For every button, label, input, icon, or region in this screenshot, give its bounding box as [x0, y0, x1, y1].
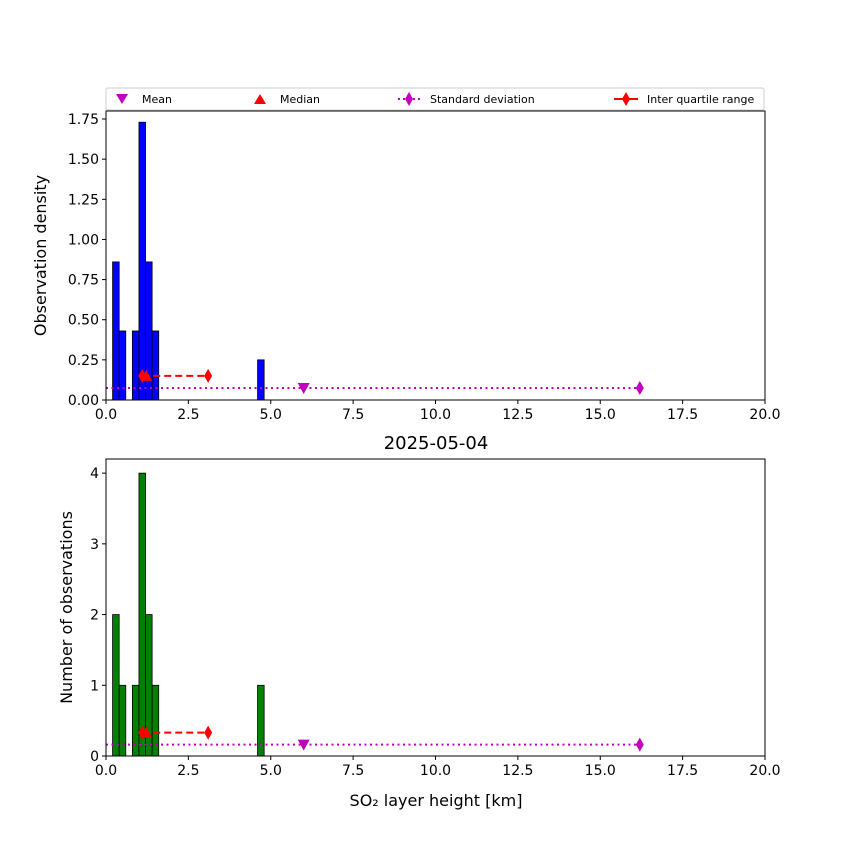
y-tick-label: 4 [90, 466, 99, 482]
legend-label-standard-deviation: Standard deviation [430, 93, 535, 106]
x-tick-label: 10.0 [420, 407, 451, 423]
y-tick-label: 1.00 [68, 232, 99, 248]
count-x-ticks: 0.0 2.5 5.0 7.5 10.0 12.5 15.0 17.5 20.0 [95, 756, 781, 779]
legend-frame [105, 87, 765, 111]
legend-label-inter-quartile-range: Inter quartile range [647, 93, 754, 106]
median-marker [140, 726, 153, 738]
count-stats [106, 725, 644, 752]
y-tick-label: 1.25 [68, 192, 99, 208]
histogram-bar [112, 261, 120, 401]
x-tick-label: 15.0 [585, 407, 616, 423]
density-chart: 0.0 2.5 5.0 7.5 10.0 12.5 15.0 17.5 20.0 0.00 0.2… [31, 110, 781, 423]
x-tick-label: 12.5 [502, 407, 533, 423]
legend-entry-inter-quartile-range: Inter quartile range [614, 92, 754, 106]
histogram-bar [138, 472, 146, 757]
x-tick-label: 20.0 [749, 763, 780, 779]
std-range-diamond [635, 380, 644, 395]
x-tick-label: 12.5 [502, 763, 533, 779]
legend: Mean Median Standard deviation Inter qua… [105, 87, 765, 111]
legend-label-median: Median [280, 93, 320, 106]
x-tick-label: 0.0 [95, 407, 117, 423]
x-tick-label: 15.0 [585, 763, 616, 779]
density-y-ticks: 0.00 0.25 0.50 0.75 1.00 1.25 1.50 1.75 [68, 112, 106, 409]
y-tick-label: 0 [90, 749, 99, 765]
histogram-bar [131, 330, 140, 401]
y-tick-label: 0.50 [68, 313, 99, 329]
histogram-bar [112, 614, 120, 757]
x-tick-label: 17.5 [667, 407, 698, 423]
x-tick-label: 7.5 [342, 407, 364, 423]
y-tick-label: 0.00 [68, 393, 99, 409]
y-tick-label: 2 [90, 608, 99, 624]
histogram-bar [257, 359, 265, 401]
iqr-diamond-icon [622, 92, 630, 106]
count-chart: 2025-05-04 0.0 2.5 5.0 7.5 10.0 12.5 15.0 17.5 2… [57, 433, 781, 810]
histogram-bar [131, 684, 140, 757]
count-chart-title: 2025-05-04 [384, 433, 489, 454]
histogram-bar [118, 330, 127, 401]
x-tick-label: 7.5 [342, 763, 364, 779]
count-x-label: SO₂ layer height [km] [350, 791, 523, 810]
density-x-ticks: 0.0 2.5 5.0 7.5 10.0 12.5 15.0 17.5 20.0 [95, 400, 781, 423]
iqr-range-diamond-right [204, 368, 213, 383]
y-tick-label: 0.25 [68, 353, 99, 369]
iqr-range-diamond-right [204, 725, 213, 740]
x-tick-label: 5.0 [260, 763, 282, 779]
x-tick-label: 20.0 [749, 407, 780, 423]
x-tick-label: 2.5 [177, 407, 199, 423]
legend-entry-standard-deviation: Standard deviation [398, 92, 535, 106]
mean-marker [297, 739, 310, 751]
mean-marker-icon [116, 94, 128, 104]
y-tick-label: 1 [90, 678, 99, 694]
y-tick-label: 1.50 [68, 152, 99, 168]
histogram-bar [151, 330, 160, 401]
y-tick-label: 3 [90, 537, 99, 553]
count-y-label: Number of observations [57, 511, 76, 704]
x-tick-label: 2.5 [177, 763, 199, 779]
median-marker-icon [254, 94, 266, 104]
x-tick-label: 10.0 [420, 763, 451, 779]
x-tick-label: 0.0 [95, 763, 117, 779]
legend-label-mean: Mean [142, 93, 172, 106]
density-stats [106, 368, 644, 395]
legend-entry-median: Median [254, 93, 320, 106]
legend-entry-mean: Mean [116, 93, 172, 106]
y-tick-label: 1.75 [68, 112, 99, 128]
histogram-bar [151, 684, 160, 757]
histogram-bar [118, 684, 127, 757]
density-y-label: Observation density [31, 175, 50, 336]
std-range-diamond [635, 737, 644, 752]
histogram-bar [138, 121, 146, 401]
x-tick-label: 17.5 [667, 763, 698, 779]
std-diamond-icon [405, 92, 413, 106]
y-tick-label: 0.75 [68, 273, 99, 289]
mean-marker [297, 382, 310, 394]
count-y-ticks: 0 1 2 3 4 [90, 466, 106, 765]
x-tick-label: 5.0 [260, 407, 282, 423]
median-marker [140, 369, 153, 381]
